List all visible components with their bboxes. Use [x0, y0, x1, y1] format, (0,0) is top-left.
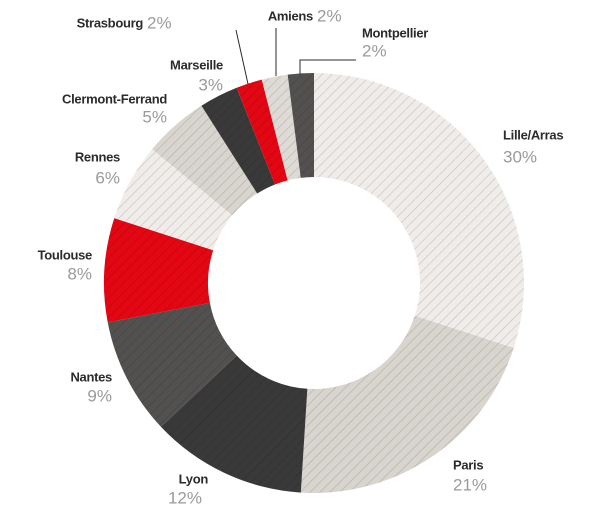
slice-label: Clermont-Ferrand [62, 91, 167, 106]
slice [152, 105, 258, 216]
slice [300, 315, 514, 493]
slice [107, 302, 237, 427]
slice [314, 73, 524, 348]
slice [160, 355, 308, 493]
slice-label: Paris [453, 457, 483, 472]
leader-line [299, 59, 356, 74]
value-label: 12% [168, 488, 202, 507]
slice-label: Amiens [268, 8, 313, 23]
value-label: 8% [67, 264, 92, 283]
value-label: 2% [147, 13, 172, 32]
value-label: 21% [453, 475, 487, 494]
value-label: 9% [87, 386, 112, 405]
slices [104, 73, 524, 493]
labels: Lille/Arras 30% Paris 21% Lyon 12% Nantes 9% Tou… [38, 6, 564, 507]
slice-label: Rennes [75, 149, 120, 164]
slice-label: Toulouse [38, 247, 92, 262]
slice [104, 218, 214, 323]
slice-label: Marseille [170, 57, 223, 72]
slice-label: Lille/Arras [503, 127, 563, 142]
slice [287, 73, 314, 178]
slice [236, 79, 288, 185]
slice-label: Lyon [179, 471, 209, 486]
value-label: 5% [142, 107, 167, 126]
slice-label: Strasbourg [77, 15, 144, 30]
value-label: 2% [317, 6, 342, 25]
slice [114, 149, 233, 251]
value-label: 2% [362, 41, 387, 60]
slice [201, 87, 275, 194]
value-label: 30% [503, 147, 537, 166]
value-label: 6% [95, 168, 120, 187]
slice [261, 74, 301, 181]
value-label: 3% [198, 75, 223, 94]
slice-label: Nantes [70, 369, 112, 384]
leader-line [235, 29, 249, 85]
slice-label: Montpellier [362, 25, 428, 40]
